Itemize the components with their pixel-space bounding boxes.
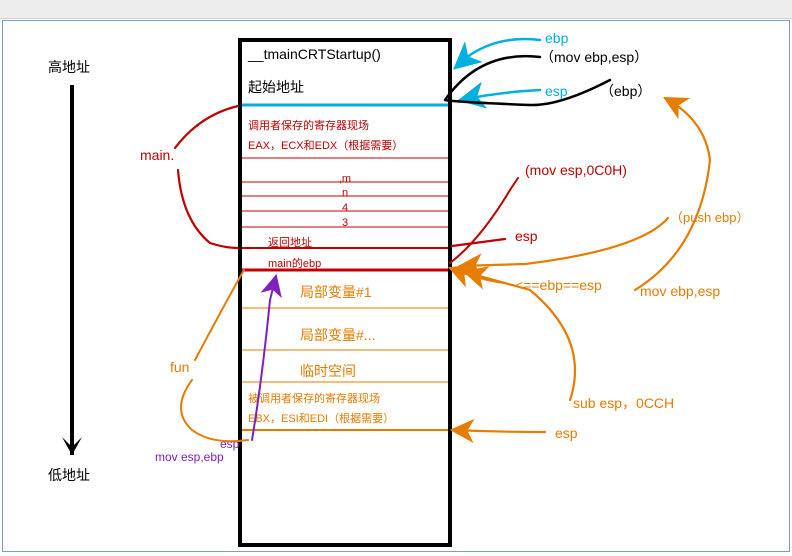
annotation-arrow bbox=[175, 106, 238, 148]
annotation-arrow bbox=[460, 90, 540, 100]
stack-cell-text: n bbox=[342, 187, 348, 199]
stack-cell-text: 3 bbox=[342, 217, 348, 229]
annotation-label: 低地址 bbox=[48, 467, 90, 483]
annotation-arrow bbox=[455, 39, 540, 68]
stack-cell-text: 被调用者保存的寄存器现场 bbox=[248, 391, 380, 405]
stack-cell-text: 局部变量#... bbox=[300, 327, 375, 343]
annotation-label: esp bbox=[555, 425, 578, 441]
annotation-label: （mov ebp,esp） bbox=[540, 49, 648, 65]
annotation-arrow bbox=[635, 98, 710, 290]
diagram-canvas: __tmainCRTStartup() 起始地址调用者保存的寄存器现场 EAX，EC… bbox=[0, 0, 792, 556]
annotation-label: esp bbox=[515, 228, 538, 244]
stack-cell-text: 起始地址 bbox=[248, 79, 304, 95]
stack-cell-text: 临时空间 bbox=[300, 363, 356, 379]
stack-cell-text: 4 bbox=[342, 202, 348, 214]
annotation-label: ebp bbox=[545, 30, 569, 46]
annotation-arrow bbox=[450, 178, 518, 263]
annotation-arrow bbox=[195, 270, 244, 360]
annotation-label: sub esp，0CCH bbox=[573, 395, 674, 411]
stack-cell-text: 返回地址 bbox=[268, 235, 312, 249]
annotation-arrow bbox=[452, 239, 505, 246]
stack-cell-text: ,m bbox=[339, 173, 351, 185]
annotation-label: esp bbox=[220, 437, 240, 451]
stack-cell-text: __tmainCRTStartup() bbox=[247, 46, 381, 62]
stack-cell-text: EBX，ESI和EDI（根据需要） bbox=[248, 411, 394, 425]
stack-cell-text: 局部变量#1 bbox=[300, 284, 372, 300]
annotation-label: （push ebp） bbox=[670, 210, 750, 225]
annotation-label: （ebp） bbox=[600, 83, 651, 99]
stack-cell-text: main的ebp bbox=[268, 256, 321, 270]
annotation-label: 高地址 bbox=[48, 59, 90, 75]
annotation-label: main. bbox=[140, 147, 174, 163]
annotation-arrow bbox=[181, 380, 248, 441]
annotation-label: (mov esp,0C0H) bbox=[525, 162, 627, 178]
annotation-arrow bbox=[452, 430, 545, 432]
annotation-arrow bbox=[178, 170, 238, 248]
stack-cell-text: 调用者保存的寄存器现场 bbox=[248, 118, 369, 132]
annotation-label: mov ebp,esp bbox=[640, 283, 720, 299]
annotation-label: mov esp,ebp bbox=[155, 450, 224, 464]
annotation-label: fun bbox=[170, 359, 189, 375]
annotation-arrow bbox=[460, 218, 668, 266]
annotation-label: esp bbox=[545, 83, 568, 99]
stack-cell-text: EAX，ECX和EDX（根据需要） bbox=[248, 138, 403, 152]
